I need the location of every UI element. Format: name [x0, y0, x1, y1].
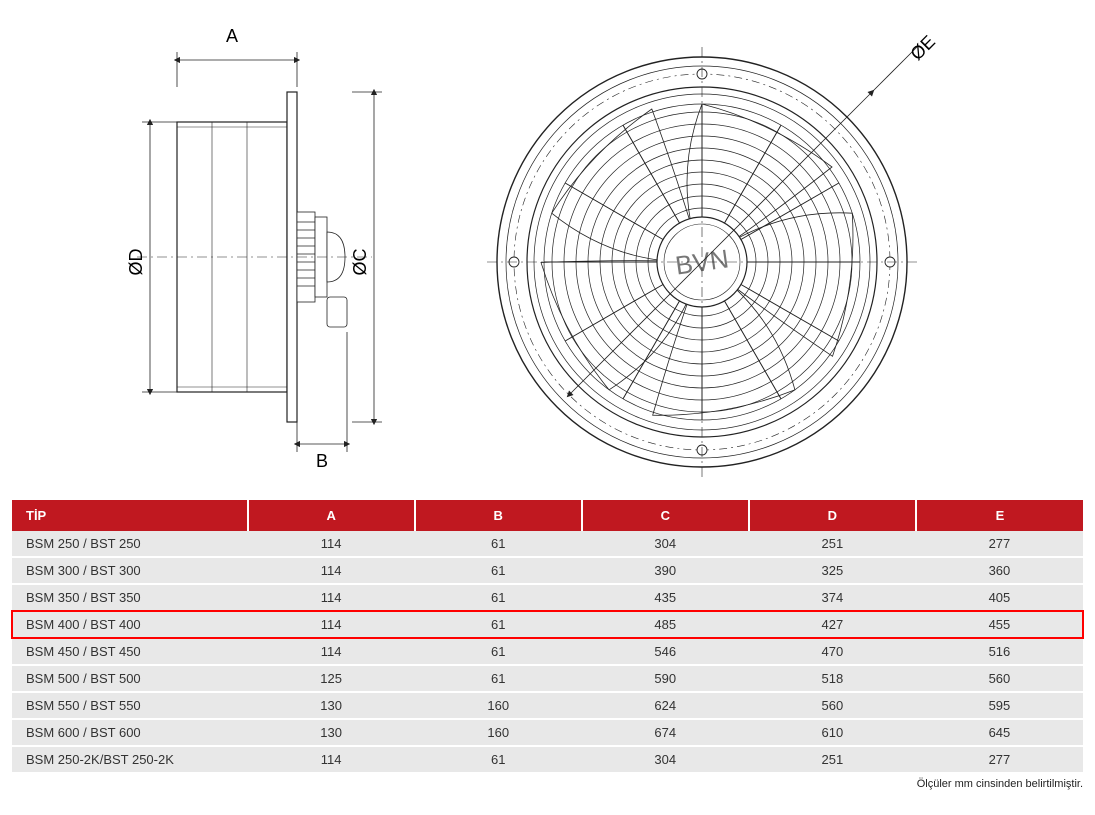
svg-text:ØE: ØE	[906, 31, 939, 64]
side-view-drawing: A	[72, 12, 412, 482]
cell-dim: 277	[916, 531, 1083, 557]
cell-dim: 560	[916, 665, 1083, 692]
cell-dim: 645	[916, 719, 1083, 746]
cell-dim: 590	[582, 665, 749, 692]
cell-type: BSM 250 / BST 250	[12, 531, 248, 557]
cell-dim: 485	[582, 611, 749, 638]
table-header-row: TİPABCDE	[12, 500, 1083, 531]
cell-dim: 390	[582, 557, 749, 584]
cell-dim: 61	[415, 557, 582, 584]
cell-dim: 455	[916, 611, 1083, 638]
dim-label-D: D	[126, 248, 146, 261]
table-row: BSM 350 / BST 35011461435374405	[12, 584, 1083, 611]
table-footnote: Ölçüler mm cinsinden belirtilmiştir.	[12, 778, 1083, 790]
cell-dim: 304	[582, 531, 749, 557]
table-body: BSM 250 / BST 25011461304251277BSM 300 /…	[12, 531, 1083, 773]
dimensions-table: TİPABCDE BSM 250 / BST 25011461304251277…	[12, 500, 1083, 774]
cell-dim: 518	[749, 665, 916, 692]
cell-dim: 114	[248, 584, 415, 611]
cell-type: BSM 350 / BST 350	[12, 584, 248, 611]
table-row: BSM 550 / BST 550130160624560595	[12, 692, 1083, 719]
cell-dim: 114	[248, 746, 415, 773]
table-row: BSM 600 / BST 600130160674610645	[12, 719, 1083, 746]
cell-dim: 114	[248, 531, 415, 557]
cell-type: BSM 450 / BST 450	[12, 638, 248, 665]
dia-prefix-C: Ø	[350, 261, 370, 275]
dim-label-A: A	[226, 26, 238, 46]
svg-text:ØD: ØD	[126, 248, 146, 275]
cell-dim: 61	[415, 665, 582, 692]
cell-dim: 674	[582, 719, 749, 746]
cell-dim: 560	[749, 692, 916, 719]
table-row: BSM 500 / BST 50012561590518560	[12, 665, 1083, 692]
table-row: BSM 250-2K/BST 250-2K11461304251277	[12, 746, 1083, 773]
cell-dim: 125	[248, 665, 415, 692]
cell-dim: 114	[248, 638, 415, 665]
cell-dim: 435	[582, 584, 749, 611]
cell-type: BSM 250-2K/BST 250-2K	[12, 746, 248, 773]
cell-dim: 470	[749, 638, 916, 665]
svg-text:ØC: ØC	[350, 248, 370, 275]
cell-type: BSM 300 / BST 300	[12, 557, 248, 584]
technical-drawings: A	[12, 12, 1083, 482]
col-header-C: C	[582, 500, 749, 531]
table-row: BSM 300 / BST 30011461390325360	[12, 557, 1083, 584]
table-row: BSM 400 / BST 40011461485427455	[12, 611, 1083, 638]
cell-dim: 61	[415, 611, 582, 638]
cell-dim: 160	[415, 692, 582, 719]
cell-dim: 610	[749, 719, 916, 746]
col-header-D: D	[749, 500, 916, 531]
cell-dim: 624	[582, 692, 749, 719]
cell-type: BSM 500 / BST 500	[12, 665, 248, 692]
cell-type: BSM 400 / BST 400	[12, 611, 248, 638]
table-row: BSM 450 / BST 45011461546470516	[12, 638, 1083, 665]
cell-dim: 114	[248, 557, 415, 584]
cell-dim: 160	[415, 719, 582, 746]
cell-dim: 277	[916, 746, 1083, 773]
cell-dim: 427	[749, 611, 916, 638]
cell-dim: 61	[415, 746, 582, 773]
cell-dim: 61	[415, 531, 582, 557]
cell-dim: 360	[916, 557, 1083, 584]
cell-dim: 546	[582, 638, 749, 665]
cell-dim: 61	[415, 584, 582, 611]
cell-type: BSM 600 / BST 600	[12, 719, 248, 746]
dia-prefix-D: Ø	[126, 261, 146, 275]
table-row: BSM 250 / BST 25011461304251277	[12, 531, 1083, 557]
dim-label-C: C	[350, 248, 370, 261]
cell-dim: 516	[916, 638, 1083, 665]
cell-dim: 130	[248, 719, 415, 746]
col-header-E: E	[916, 500, 1083, 531]
cell-dim: 374	[749, 584, 916, 611]
cell-dim: 251	[749, 746, 916, 773]
cell-dim: 405	[916, 584, 1083, 611]
cell-type: BSM 550 / BST 550	[12, 692, 248, 719]
cell-dim: 130	[248, 692, 415, 719]
cell-dim: 325	[749, 557, 916, 584]
cell-dim: 595	[916, 692, 1083, 719]
cell-dim: 304	[582, 746, 749, 773]
cell-dim: 251	[749, 531, 916, 557]
cell-dim: 114	[248, 611, 415, 638]
col-header-TİP: TİP	[12, 500, 248, 531]
col-header-B: B	[415, 500, 582, 531]
col-header-A: A	[248, 500, 415, 531]
dim-label-B: B	[316, 451, 328, 471]
front-view-drawing: BVN ØE	[452, 12, 972, 482]
cell-dim: 61	[415, 638, 582, 665]
